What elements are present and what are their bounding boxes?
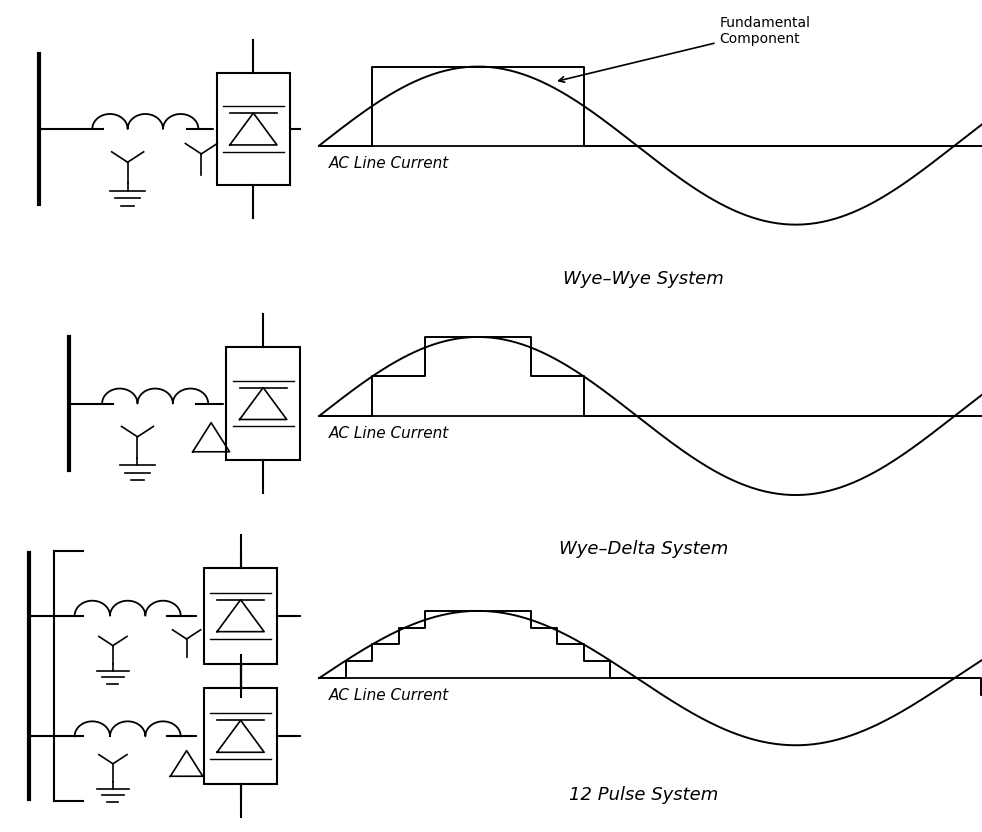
Text: AC Line Current: AC Line Current: [329, 426, 449, 441]
Text: Wye–Delta System: Wye–Delta System: [559, 540, 728, 558]
Bar: [226, 348, 300, 459]
Bar: [203, 688, 277, 784]
Bar: [203, 567, 277, 664]
Text: Fundamental
Component: Fundamental Component: [559, 16, 810, 82]
Text: AC Line Current: AC Line Current: [329, 156, 449, 171]
Text: AC Line Current: AC Line Current: [329, 688, 449, 703]
Text: 12 Pulse System: 12 Pulse System: [569, 786, 718, 805]
Bar: [216, 72, 290, 185]
Text: Wye–Wye System: Wye–Wye System: [563, 270, 724, 288]
